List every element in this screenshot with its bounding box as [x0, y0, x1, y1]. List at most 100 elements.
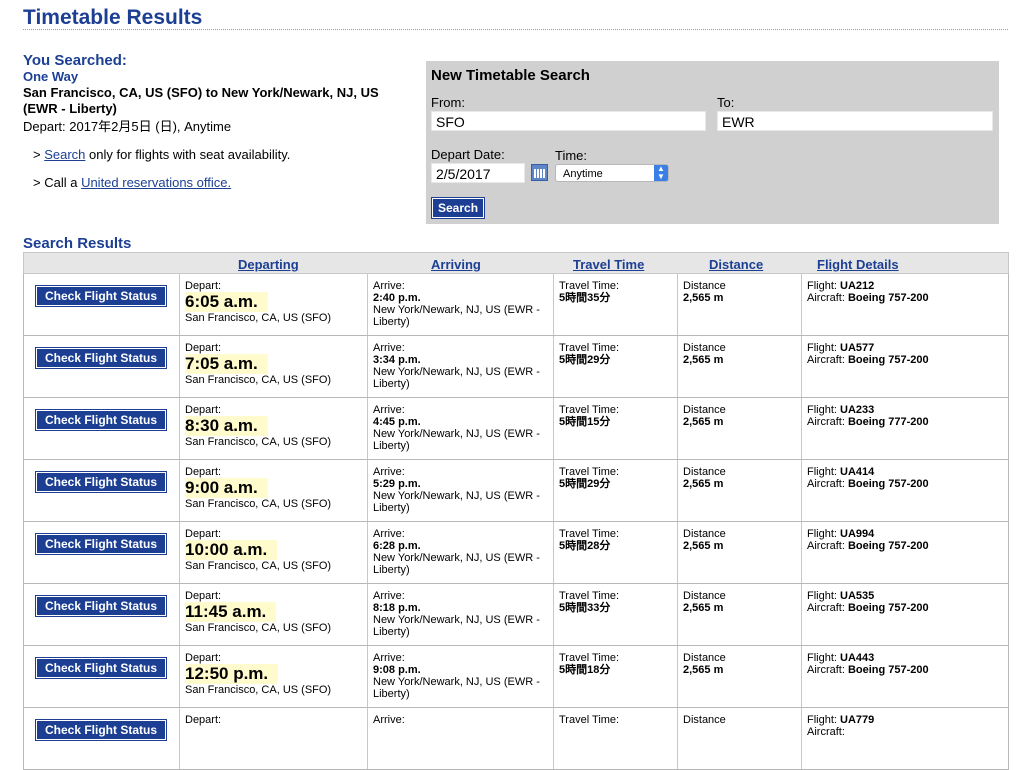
aircraft-type: Boeing 757-200	[847, 292, 929, 304]
search-button[interactable]: Search	[430, 197, 486, 219]
arrive-city: New York/Newark, NJ, US (EWR - Liberty)	[373, 552, 540, 576]
sort-distance-link[interactable]: Distance	[709, 257, 764, 272]
travel-time-value: 5時間18分	[559, 664, 611, 676]
flight-number: UA577	[840, 342, 875, 354]
flight-number: UA443	[840, 652, 875, 664]
depart-label: Depart:	[185, 466, 222, 478]
arrive-city: New York/Newark, NJ, US (EWR - Liberty)	[373, 490, 540, 514]
arrive-time: 2:40 p.m.	[373, 292, 421, 304]
sort-arriving-link[interactable]: Arriving	[431, 257, 481, 272]
arriving-cell: Arrive: 2:40 p.m. New York/Newark, NJ, U…	[367, 274, 554, 335]
distance-cell: Distance 2,565 m	[677, 274, 802, 335]
sort-flight-details-link[interactable]: Flight Details	[817, 257, 899, 272]
travel-time-cell: Travel Time: 5時間15分	[553, 398, 678, 459]
arriving-cell: Arrive:	[367, 708, 554, 769]
flight-number: UA535	[840, 590, 875, 602]
depart-city: San Francisco, CA, US (SFO)	[185, 684, 332, 696]
arriving-cell: Arrive: 9:08 p.m. New York/Newark, NJ, U…	[367, 646, 554, 707]
check-flight-status-button[interactable]: Check Flight Status	[35, 533, 167, 555]
to-input[interactable]: EWR	[717, 111, 993, 131]
travel-time-label: Travel Time:	[559, 590, 620, 602]
sort-departing-link[interactable]: Departing	[238, 257, 299, 272]
aircraft-type: Boeing 757-200	[847, 478, 929, 490]
aircraft-type: Boeing 757-200	[847, 540, 929, 552]
new-timetable-search-panel: New Timetable Search From: SFO To: EWR D…	[426, 61, 999, 224]
reservations-office-link[interactable]: United reservations office.	[81, 175, 232, 190]
distance-value: 2,565 m	[683, 354, 724, 366]
distance-label: Distance	[683, 404, 726, 416]
departing-cell: Depart: 6:05 a.m. San Francisco, CA, US …	[179, 274, 368, 335]
flight-row: Check Flight Status Depart: 7:05 a.m. Sa…	[23, 336, 1009, 398]
flight-label: Flight:	[807, 280, 841, 292]
arrive-label: Arrive:	[373, 652, 405, 664]
you-searched-heading: You Searched:	[23, 52, 127, 69]
depart-label: Depart:	[185, 404, 222, 416]
searched-route: San Francisco, CA, US (SFO) to New York/…	[23, 85, 379, 116]
flight-number: UA212	[840, 280, 875, 292]
flight-details-cell: Flight: UA212 Aircraft: Boeing 757-200	[801, 274, 1009, 335]
travel-time-value: 5時間15分	[559, 416, 611, 428]
sort-travel-time-link[interactable]: Travel Time	[573, 257, 645, 272]
from-input[interactable]: SFO	[431, 111, 706, 131]
arrive-time: 5:29 p.m.	[373, 478, 421, 490]
check-flight-status-button[interactable]: Check Flight Status	[35, 471, 167, 493]
departing-cell: Depart:	[179, 708, 368, 769]
note-prefix: >	[33, 147, 45, 162]
to-label: To:	[717, 95, 735, 110]
flight-row: Check Flight Status Depart: 9:00 a.m. Sa…	[23, 460, 1009, 522]
distance-label: Distance	[683, 714, 726, 726]
arrive-time: 8:18 p.m.	[373, 602, 421, 614]
depart-date-input[interactable]: 2/5/2017	[431, 163, 525, 183]
flight-details-cell: Flight: UA443 Aircraft: Boeing 757-200	[801, 646, 1009, 707]
arrive-label: Arrive:	[373, 590, 405, 602]
time-select[interactable]: Anytime ▲ ▼	[555, 164, 669, 182]
arrive-city: New York/Newark, NJ, US (EWR - Liberty)	[373, 614, 540, 638]
time-label: Time:	[555, 148, 588, 163]
results-table: Departing Arriving Travel Time Distance …	[23, 252, 1009, 770]
flight-details-cell: Flight: UA577 Aircraft: Boeing 757-200	[801, 336, 1009, 397]
distance-label: Distance	[683, 466, 726, 478]
travel-time-label: Travel Time:	[559, 528, 620, 540]
depart-city: San Francisco, CA, US (SFO)	[185, 312, 332, 324]
check-flight-status-button[interactable]: Check Flight Status	[35, 285, 167, 307]
depart-label: Depart:	[185, 280, 222, 292]
search-link[interactable]: Search	[44, 147, 86, 162]
check-flight-status-button[interactable]: Check Flight Status	[35, 595, 167, 617]
flight-details-cell: Flight: UA233 Aircraft: Boeing 777-200	[801, 398, 1009, 459]
aircraft-label: Aircraft:	[807, 540, 848, 552]
calendar-icon[interactable]	[531, 164, 548, 181]
note-prefix: > Call a	[33, 175, 82, 190]
departing-cell: Depart: 11:45 a.m. San Francisco, CA, US…	[179, 584, 368, 645]
depart-label: Depart:	[185, 342, 222, 354]
travel-time-value: 5時間28分	[559, 540, 611, 552]
check-flight-status-button[interactable]: Check Flight Status	[35, 657, 167, 679]
status-cell: Check Flight Status	[24, 584, 179, 645]
distance-cell: Distance 2,565 m	[677, 398, 802, 459]
status-cell: Check Flight Status	[24, 708, 179, 769]
departing-cell: Depart: 8:30 a.m. San Francisco, CA, US …	[179, 398, 368, 459]
aircraft-type: Boeing 757-200	[847, 664, 929, 676]
depart-city: San Francisco, CA, US (SFO)	[185, 498, 332, 510]
aircraft-label: Aircraft:	[807, 664, 848, 676]
check-flight-status-button[interactable]: Check Flight Status	[35, 409, 167, 431]
time-select-value: Anytime	[563, 168, 603, 180]
flight-details-cell: Flight: UA414 Aircraft: Boeing 757-200	[801, 460, 1009, 521]
travel-time-value: 5時間33分	[559, 602, 611, 614]
check-flight-status-button[interactable]: Check Flight Status	[35, 719, 167, 741]
travel-time-value: 5時間29分	[559, 478, 611, 490]
arrive-city: New York/Newark, NJ, US (EWR - Liberty)	[373, 304, 540, 328]
check-flight-status-button[interactable]: Check Flight Status	[35, 347, 167, 369]
travel-time-label: Travel Time:	[559, 652, 620, 664]
distance-label: Distance	[683, 280, 726, 292]
arrive-city: New York/Newark, NJ, US (EWR - Liberty)	[373, 428, 540, 452]
travel-time-label: Travel Time:	[559, 404, 620, 416]
distance-value: 2,565 m	[683, 292, 724, 304]
arriving-cell: Arrive: 8:18 p.m. New York/Newark, NJ, U…	[367, 584, 554, 645]
travel-time-cell: Travel Time: 5時間35分	[553, 274, 678, 335]
arrive-time: 3:34 p.m.	[373, 354, 421, 366]
flight-details-cell: Flight: UA994 Aircraft: Boeing 757-200	[801, 522, 1009, 583]
distance-value: 2,565 m	[683, 478, 724, 490]
flight-number: UA779	[840, 714, 875, 726]
page-title: Timetable Results	[23, 6, 203, 29]
arrive-time: 9:08 p.m.	[373, 664, 421, 676]
